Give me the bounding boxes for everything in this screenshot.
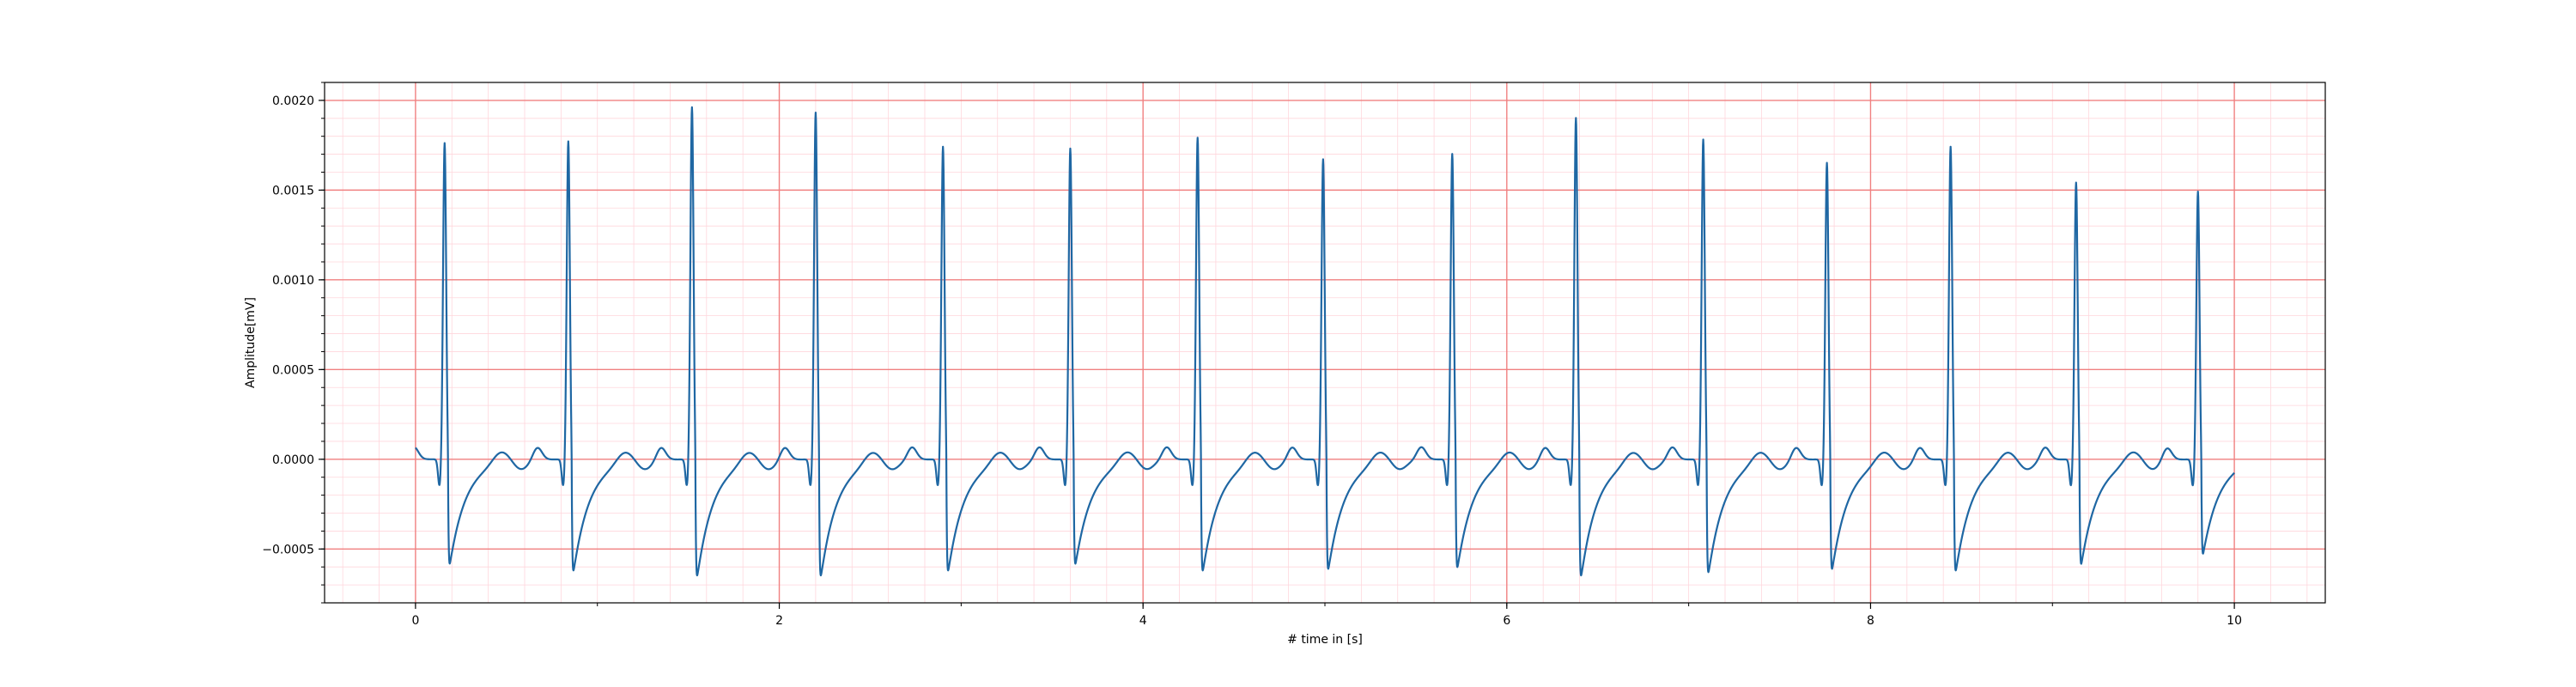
y-tick-label: 0.0000 <box>272 453 314 467</box>
y-axis: −0.0005 0.0000 0.0005 0.0010 0.0015 0.0020 <box>262 82 325 604</box>
x-tick-label: 6 <box>1503 614 1510 628</box>
x-tick-label: 0 <box>411 614 419 628</box>
y-tick-label: 0.0005 <box>272 363 314 377</box>
ecg-signal-line <box>415 106 2235 577</box>
y-tick-label: 0.0020 <box>272 94 314 108</box>
x-tick-label: 4 <box>1139 614 1147 628</box>
y-tick-label: 0.0010 <box>272 274 314 288</box>
x-axis: 0 2 4 6 8 10 <box>411 603 2242 628</box>
y-tick-label: −0.0005 <box>262 543 314 556</box>
x-tick-label: 2 <box>775 614 783 628</box>
y-tick-label: 0.0015 <box>272 184 314 198</box>
x-tick-label: 10 <box>2227 614 2242 628</box>
y-axis-label: Amplitude[mV] <box>244 297 258 388</box>
x-tick-label: 8 <box>1867 614 1874 628</box>
x-axis-label: # time in [s] <box>1287 633 1363 647</box>
